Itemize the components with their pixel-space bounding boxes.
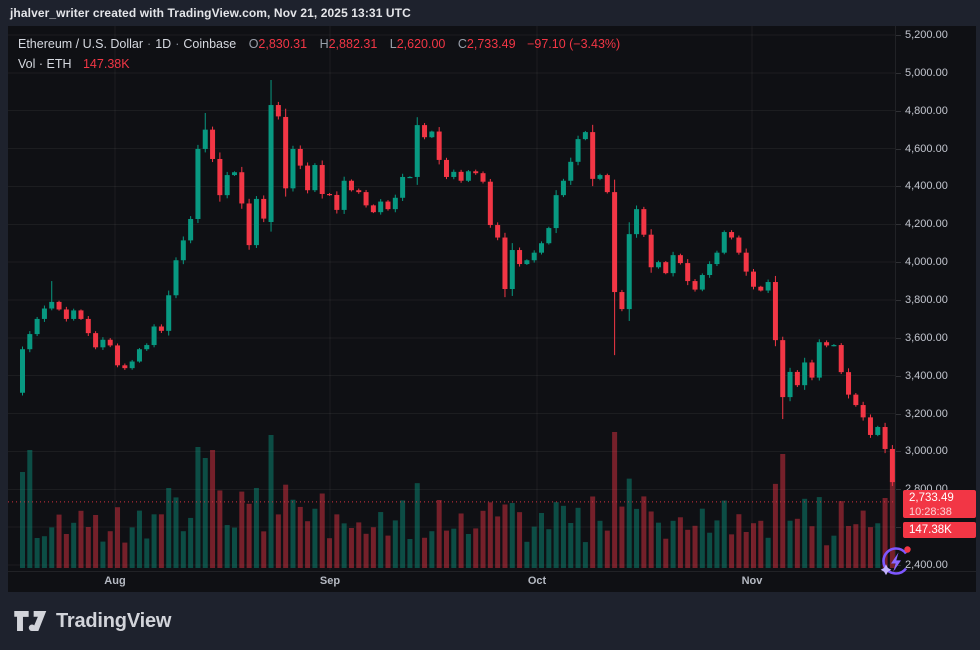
- price-axis-label: 3,800.00: [905, 294, 948, 306]
- grid: [8, 26, 895, 570]
- bar-countdown-label: 10:28:38: [909, 506, 952, 518]
- interval-label: 1D: [155, 37, 172, 51]
- chart-legend: Ethereum / U.S. Dollar · 1D · Coinbase O2,83…: [18, 34, 620, 74]
- open-value: 2,830.31: [258, 37, 308, 51]
- price-axis-tick: [896, 110, 901, 112]
- attribution-text: jhalver_writer created with TradingView.…: [10, 6, 411, 20]
- last-price-badge: 2,733.49 10:28:38: [903, 490, 976, 518]
- price-axis-label: 5,200.00: [905, 29, 948, 41]
- time-axis[interactable]: Aug Sep Oct Nov: [8, 571, 976, 593]
- legend-volume-row: Vol · ETH 147.38K: [18, 54, 620, 74]
- tradingview-logo[interactable]: TradingView: [14, 604, 171, 638]
- price-axis-tick: [896, 337, 901, 339]
- price-axis-tick: [896, 451, 901, 453]
- price-axis-tick: [896, 565, 901, 566]
- price-axis-tick: [896, 489, 901, 491]
- notification-dot: [904, 546, 911, 553]
- price-axis-label: 4,600.00: [905, 142, 948, 155]
- low-value: 2,620.00: [396, 37, 446, 51]
- price-axis-label: 3,000.00: [905, 445, 948, 458]
- legend-symbol-row: Ethereum / U.S. Dollar · 1D · Coinbase O2,83…: [18, 37, 621, 51]
- price-axis-label: 4,800.00: [905, 104, 948, 117]
- symbol-title: Ethereum / U.S. Dollar: [18, 37, 144, 51]
- price-axis-tick: [896, 72, 901, 74]
- time-axis-label-aug: Aug: [104, 575, 126, 587]
- price-axis-tick: [896, 186, 901, 188]
- lightning-bolt-icon: [891, 552, 901, 572]
- price-axis-label: 3,600.00: [905, 331, 948, 344]
- volume-label: Vol · ETH: [18, 57, 72, 71]
- price-axis[interactable]: 5,200.00 5,000.00 4,800.00 4,600.00 4,400.00…: [895, 26, 977, 571]
- price-axis-label: 3,200.00: [905, 407, 948, 420]
- price-axis-tick: [896, 148, 901, 150]
- price-chart[interactable]: [8, 26, 895, 570]
- low-key: L: [389, 37, 397, 51]
- candles: [20, 80, 895, 486]
- time-axis-label-sep: Sep: [319, 575, 341, 587]
- close-key: C: [457, 37, 467, 51]
- tradingview-logo-icon: [14, 610, 47, 631]
- attribution-bar: jhalver_writer created with TradingView.…: [0, 0, 980, 26]
- spark-ring: [882, 547, 910, 575]
- volume-value: 147.38K: [82, 57, 130, 71]
- last-price-label: 2,733.49: [909, 492, 954, 504]
- price-axis-tick: [896, 224, 901, 226]
- price-axis-label: 3,400.00: [905, 369, 948, 382]
- high-value: 2,882.31: [328, 37, 378, 51]
- volume-badge: 147.38K: [903, 522, 976, 538]
- open-key: O: [248, 37, 259, 51]
- sparkle-star-icon: [880, 564, 892, 576]
- high-key: H: [319, 37, 329, 51]
- price-axis-tick: [896, 375, 901, 377]
- change-value: −97.10 (−3.43%): [527, 37, 621, 51]
- price-axis-tick: [896, 527, 901, 529]
- spark-ai-icon[interactable]: [876, 540, 916, 580]
- tradingview-logo-text: TradingView: [56, 609, 172, 632]
- price-axis-label: 4,400.00: [905, 180, 948, 193]
- price-axis-tick: [896, 300, 901, 301]
- price-axis-label: 5,000.00: [905, 66, 948, 79]
- close-value: 2,733.49: [466, 37, 516, 51]
- footer-bar: TradingView: [0, 592, 980, 650]
- exchange-label: Coinbase: [183, 37, 237, 51]
- price-axis-tick: [896, 413, 901, 415]
- time-axis-label-oct: Oct: [527, 575, 547, 587]
- price-axis-label: 4,200.00: [905, 218, 948, 231]
- price-axis-tick: [896, 262, 901, 264]
- volume-bars: [20, 432, 895, 568]
- time-axis-label-nov: Nov: [741, 575, 763, 587]
- price-axis-label: 4,000.00: [905, 256, 948, 269]
- price-axis-tick: [896, 35, 901, 36]
- chart-panel: Ethereum / U.S. Dollar · 1D · Coinbase O2,83…: [8, 26, 977, 593]
- price-axis-label: 2,400.00: [905, 559, 948, 571]
